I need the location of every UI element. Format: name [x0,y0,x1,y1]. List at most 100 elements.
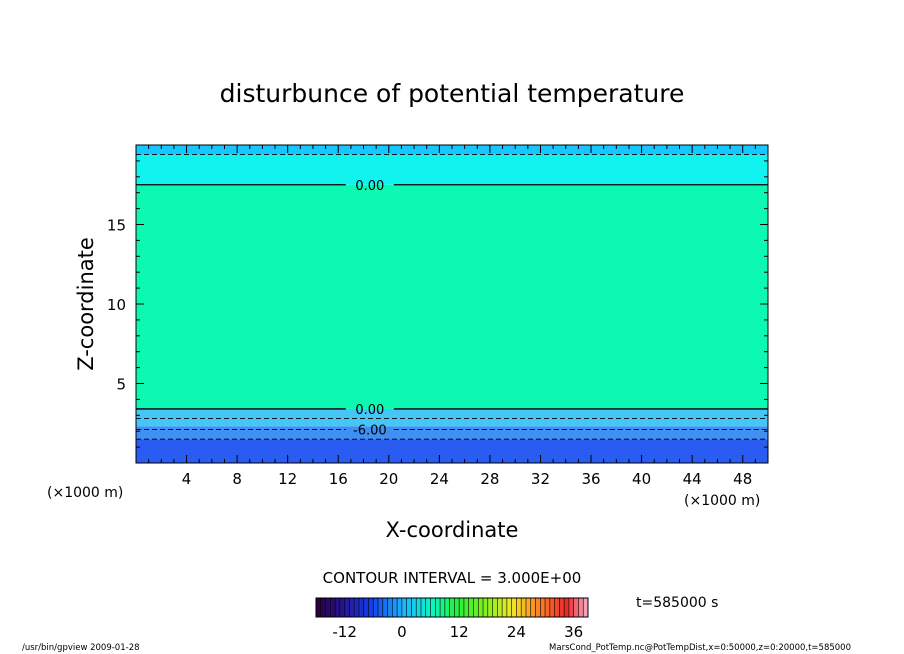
colorbar-segment-20 [411,598,417,617]
colorbar-segment-11 [368,598,374,617]
colorbar-segment-28 [449,598,455,617]
colorbar-segment-49 [549,598,556,617]
colorbar-segment-19 [406,598,412,617]
x-tick-labels: 4 8 12 16 20 24 28 32 36 40 44 48 [182,470,752,488]
x-tick-label-40: 40 [632,470,651,488]
x-unit-right: (×1000 m) [684,493,760,509]
x-tick-label-4: 4 [182,470,192,488]
colorbar-segment-48 [545,598,551,617]
colorbar-segment-29 [454,598,460,617]
y-tick-labels: 5 10 15 [107,217,126,394]
colorbar-segment-43 [521,598,527,617]
colorbar-segment-21 [416,598,422,617]
colorbar-segment-3 [330,598,336,617]
colorbar-segment-54 [573,598,579,617]
colorbar-segment-47 [540,598,546,617]
colorbar-segment-51 [559,598,565,617]
contour-lines: 0.00 0.00 -6.00 [136,154,768,440]
colorbar-segment-2 [325,598,331,617]
contour-interval: CONTOUR INTERVAL = 3.000E+00 [323,569,582,587]
colorbar-segment-45 [530,598,537,617]
colorbar-segment-50 [554,598,560,617]
colorbar-segment-42 [516,598,522,617]
colorbar-segment-35 [483,598,489,617]
colorbar-segment-16 [392,598,398,617]
colorbar-segment-22 [420,598,427,617]
plot-frame [135,144,769,464]
contour-fill-band-3 [136,184,768,409]
colorbar-segment-14 [382,598,389,617]
colorbar-tick-label-12: 12 [450,623,469,641]
colorbar-segment-24 [430,598,436,617]
colorbar-segment-34 [478,598,484,617]
x-tick-label-36: 36 [581,470,600,488]
x-tick-label-24: 24 [430,470,449,488]
x-tick-label-20: 20 [379,470,398,488]
colorbar-tick-label-36: 36 [564,623,583,641]
colorbar-segment-4 [335,598,341,617]
colorbar-segment-8 [354,598,360,617]
colorbar-segment-26 [440,598,446,617]
y-tick-label-10: 10 [107,296,126,314]
x-axis-label: X-coordinate [386,518,519,542]
colorbar-segment-9 [358,598,365,617]
time-label: t=585000 s [636,595,718,611]
x-tick-label-48: 48 [733,470,752,488]
colorbar-segment-33 [473,598,479,617]
colorbar-segment-55 [578,598,584,617]
contour-label-1: 0.00 [355,403,384,418]
colorbar-segment-27 [444,598,451,617]
colorbar-segment-44 [525,598,532,617]
colorbar-segment-39 [502,598,508,617]
colorbar-segment-41 [511,598,517,617]
colorbar-segment-7 [349,598,355,617]
colorbar-tick-labels: -12 0 12 24 36 [332,623,583,641]
colorbar-segment-23 [425,598,432,617]
x-tick-label-28: 28 [480,470,499,488]
footer-left: /usr/bin/gpview 2009-01-28 [22,643,140,653]
contour-fill-band-2 [136,408,768,427]
colorbar-tick-label--12: -12 [332,623,357,641]
colorbar-frame [315,597,589,618]
x-tick-label-16: 16 [329,470,348,488]
colorbar-segment-1 [320,598,327,617]
colorbar-segment-38 [497,598,503,617]
contour-label-0: 0.00 [355,179,384,194]
contour-label-2: -6.00 [353,424,387,439]
colorbar-segment-13 [378,598,384,617]
colorbar-segment-31 [463,598,470,617]
x-unit-left: (×1000 m) [47,485,123,501]
x-tick-label-44: 44 [683,470,702,488]
colorbar-segment-18 [401,598,408,617]
contour-fill-band-4 [136,154,768,185]
plot-area [136,145,768,463]
colorbar-segment-12 [373,598,379,617]
colorbar-segment-32 [468,598,474,617]
footer-right: MarsCond_PotTemp.nc@PotTempDist,x=0:5000… [549,643,851,653]
colorbar-segment-52 [564,598,570,617]
contour-fill-band-1 [136,426,768,440]
colorbar-segment-37 [492,598,498,617]
colorbar-tick-label-0: 0 [397,623,407,641]
contour-fill-band-5 [136,145,768,155]
colorbar-segment-10 [363,598,369,617]
colorbar-segment-0 [316,598,322,617]
chart-title: disturbunce of potential temperature [220,79,685,108]
colorbar-segment-17 [397,598,403,617]
colorbar-segment-5 [339,598,346,617]
colorbar-segment-56 [583,598,589,617]
axis-ticks [136,145,768,463]
y-tick-label-15: 15 [107,217,126,235]
colorbar-segment-6 [344,598,350,617]
x-tick-label-12: 12 [278,470,297,488]
contour-fill-band-0 [136,439,768,463]
colorbar-tick-label-24: 24 [507,623,526,641]
colorbar-segment-25 [435,598,441,617]
colorbar-segment-15 [387,598,393,617]
y-tick-label-5: 5 [116,376,126,394]
x-tick-label-32: 32 [531,470,550,488]
x-tick-label-8: 8 [232,470,242,488]
colorbar-segment-40 [506,598,513,617]
colorbar-segment-36 [487,598,494,617]
